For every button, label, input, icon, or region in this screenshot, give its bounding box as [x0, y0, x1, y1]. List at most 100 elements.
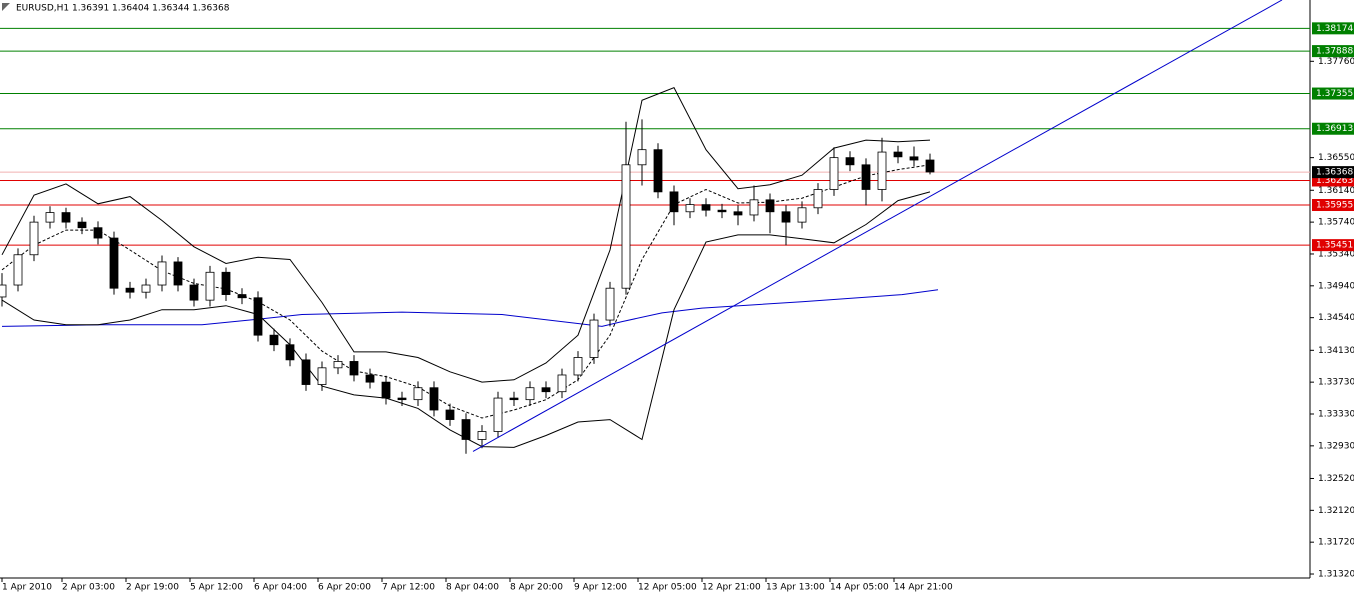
- candle-body: [605, 287, 615, 321]
- bid-tag: [1312, 166, 1354, 179]
- y-tick-label: 1.33730: [1318, 378, 1354, 388]
- level-label: 1.35451: [1316, 241, 1353, 251]
- candle-body: [797, 207, 807, 223]
- x-tick-label: 9 Apr 12:00: [574, 583, 627, 593]
- candle-body: [637, 149, 647, 166]
- candle-body: [109, 237, 119, 289]
- candle-body: [61, 212, 71, 223]
- candle-body: [493, 397, 503, 432]
- candle-body: [141, 284, 151, 293]
- y-tick-label: 1.37760: [1318, 57, 1354, 67]
- candle-body: [829, 157, 839, 190]
- candle-body: [0, 284, 7, 298]
- candle-body: [221, 271, 231, 295]
- x-tick-label: 6 Apr 04:00: [254, 583, 307, 593]
- y-tick-label: 1.35340: [1318, 249, 1354, 259]
- candle-body: [525, 387, 535, 401]
- candle-body: [253, 297, 263, 336]
- x-tick-label: 1 Apr 2010: [2, 583, 52, 593]
- band-lower: [1, 191, 931, 448]
- candle-body: [701, 204, 711, 211]
- x-tick-label: 12 Apr 05:00: [638, 583, 697, 593]
- level-label: 1.36263: [1316, 176, 1353, 186]
- x-tick-label: 7 Apr 12:00: [382, 583, 435, 593]
- level-tag: [1312, 22, 1354, 35]
- x-tick-label: 14 Apr 21:00: [894, 583, 953, 593]
- y-tick-label: 1.35740: [1318, 218, 1354, 228]
- ma-line: [1, 289, 939, 327]
- x-tick-label: 2 Apr 19:00: [126, 583, 179, 593]
- candle-body: [909, 156, 919, 161]
- candle-body: [925, 159, 935, 173]
- x-tick-label: 14 Apr 05:00: [830, 583, 889, 593]
- y-tick-label: 1.34540: [1318, 313, 1354, 323]
- candle-body: [509, 397, 519, 401]
- candle-body: [669, 191, 679, 213]
- candle-body: [189, 284, 199, 301]
- y-tick-label: 1.36550: [1318, 153, 1354, 163]
- y-tick-label: 1.31320: [1318, 570, 1354, 580]
- corner-icon: [2, 3, 10, 11]
- candle-body: [813, 189, 823, 209]
- x-tick-label: 8 Apr 20:00: [510, 583, 563, 593]
- y-tick-label: 1.31720: [1318, 538, 1354, 548]
- level-label: 1.37888: [1316, 47, 1353, 57]
- candle-body: [125, 287, 135, 293]
- candle-body: [13, 254, 23, 286]
- candle-body: [301, 359, 311, 385]
- candle-body: [589, 319, 599, 358]
- candle-body: [621, 164, 631, 289]
- x-tick-label: 6 Apr 20:00: [318, 583, 371, 593]
- candle-body: [685, 204, 695, 213]
- level-tag: [1312, 122, 1354, 135]
- trend-line: [472, 0, 1283, 452]
- level-label: 1.35955: [1316, 201, 1353, 211]
- candle-body: [45, 212, 55, 223]
- x-tick-label: 13 Apr 13:00: [766, 583, 825, 593]
- y-tick-label: 1.32520: [1318, 474, 1354, 484]
- candle-body: [733, 211, 743, 216]
- candle-body: [541, 387, 551, 393]
- y-tick-label: 1.32120: [1318, 506, 1354, 516]
- candle-body: [365, 374, 375, 383]
- x-tick-label: 5 Apr 12:00: [190, 583, 243, 593]
- candle-body: [397, 397, 407, 401]
- candle-body: [237, 294, 247, 299]
- candle-body: [445, 409, 455, 420]
- x-tick-label: 2 Apr 03:00: [62, 583, 115, 593]
- candle-body: [573, 357, 583, 376]
- candle-body: [845, 157, 855, 166]
- candle-body: [653, 149, 663, 193]
- candle-body: [205, 271, 215, 301]
- level-tag: [1312, 87, 1354, 100]
- candle-body: [429, 387, 439, 411]
- candle-body: [317, 367, 327, 385]
- y-tick-label: 1.34130: [1318, 346, 1354, 356]
- candle-body: [893, 151, 903, 158]
- candle-body: [717, 209, 727, 213]
- level-label: 1.37355: [1316, 89, 1353, 99]
- candle-body: [557, 374, 567, 393]
- candle-body: [93, 227, 103, 239]
- level-tag: [1312, 199, 1354, 212]
- candle-body: [269, 334, 279, 346]
- x-tick-label: 8 Apr 04:00: [446, 583, 499, 593]
- candle-body: [413, 387, 423, 401]
- candle-body: [861, 164, 871, 190]
- y-tick-label: 1.34940: [1318, 281, 1354, 291]
- candle-body: [285, 344, 295, 361]
- level-tag: [1312, 45, 1354, 58]
- candle-body: [77, 221, 87, 229]
- level-label: 1.38174: [1316, 24, 1353, 34]
- band-upper: [1, 86, 931, 383]
- candle-body: [781, 211, 791, 223]
- candle-body: [477, 431, 487, 440]
- candle-body: [461, 419, 471, 440]
- bid-label: 1.36368: [1316, 168, 1353, 178]
- level-tag: [1312, 239, 1354, 252]
- level-label: 1.36913: [1316, 124, 1353, 134]
- y-tick-label: 1.36140: [1318, 186, 1354, 196]
- candle-body: [333, 361, 343, 369]
- candle-body: [157, 261, 167, 286]
